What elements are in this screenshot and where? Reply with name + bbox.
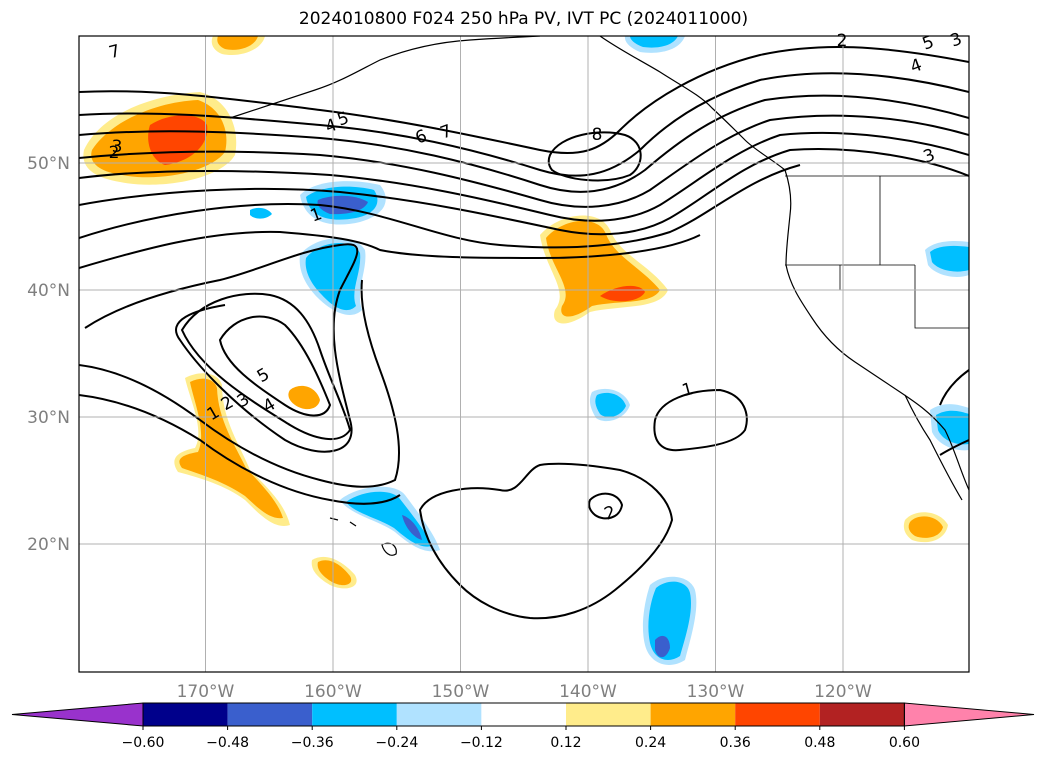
pv-contour bbox=[79, 72, 969, 177]
colorbar-segment bbox=[735, 703, 820, 726]
colorbar-tick-label: −0.48 bbox=[206, 735, 249, 751]
longitude-labels: 170°W 160°W 150°W 140°W 130°W 120°W bbox=[177, 682, 872, 702]
pv-contour bbox=[79, 114, 969, 208]
ivt-pos-region bbox=[317, 560, 352, 586]
pv-contour bbox=[939, 369, 969, 406]
pv-contour-label: 6 bbox=[413, 126, 430, 148]
colorbar-tick-label: 0.24 bbox=[635, 735, 666, 751]
colorbar-tick-label: 0.48 bbox=[804, 735, 835, 751]
colorbar-tick-label: −0.60 bbox=[122, 735, 165, 751]
colorbar-extend-high bbox=[903, 702, 1035, 727]
colorbar-segment bbox=[227, 703, 313, 726]
chart-title: 2024010800 F024 250 hPa PV, IVT PC (2024… bbox=[298, 9, 749, 29]
longitude-tick-label: 140°W bbox=[559, 682, 617, 702]
graticule bbox=[79, 36, 969, 672]
pv-contour-trough bbox=[84, 243, 359, 453]
pv-contour-label: 3 bbox=[948, 29, 965, 51]
pv-contour-label: 2 bbox=[837, 31, 848, 51]
ivt-neg-region bbox=[630, 36, 678, 48]
pv-contour-2 bbox=[588, 492, 624, 520]
ivt-pos-region bbox=[288, 385, 320, 410]
longitude-tick-label: 160°W bbox=[304, 682, 362, 702]
ivt-neg-region bbox=[930, 245, 969, 272]
pv-contour-label: 3 bbox=[112, 137, 123, 157]
ivt-pos-region bbox=[908, 516, 943, 538]
pv-contour-label: 4 bbox=[908, 55, 925, 77]
colorbar-tick-label: −0.12 bbox=[460, 735, 503, 751]
ivt-neg-region bbox=[595, 392, 626, 418]
longitude-tick-label: 170°W bbox=[177, 682, 235, 702]
coastline-alaska bbox=[229, 36, 541, 119]
ivt-neg-region bbox=[250, 207, 272, 219]
ivt-pos-region bbox=[217, 36, 258, 50]
colorbar-segment bbox=[481, 703, 566, 726]
colorbar-tick-label: 0.12 bbox=[550, 735, 581, 751]
pv-contour-label: 7 bbox=[107, 41, 123, 63]
colorbar-segment bbox=[312, 703, 397, 726]
coastline-baja bbox=[904, 394, 963, 501]
longitude-tick-label: 150°W bbox=[432, 682, 490, 702]
pv-contour bbox=[79, 164, 801, 249]
pv-contour-label: 4 bbox=[260, 394, 279, 417]
colorbar-tick-label: 0.60 bbox=[889, 735, 920, 751]
pv-contour bbox=[939, 439, 969, 456]
colorbar-tick-label: 0.36 bbox=[720, 735, 751, 751]
ivt-positive-shading bbox=[83, 36, 948, 589]
latitude-labels: 20°N 30°N 40°N 50°N bbox=[27, 154, 70, 555]
coastline-islands bbox=[329, 517, 397, 556]
pv-contour bbox=[79, 230, 701, 269]
pv-contour bbox=[79, 45, 969, 154]
pv-contour-label: 3 bbox=[921, 145, 938, 167]
pv-contour-8 bbox=[547, 131, 642, 182]
pv-contour-trough bbox=[79, 394, 401, 505]
colorbar-segment bbox=[566, 703, 651, 726]
colorbar-segment bbox=[650, 703, 736, 726]
colorbar-tick-label: −0.24 bbox=[375, 735, 418, 751]
pv-contour-label: 2 bbox=[109, 143, 120, 163]
longitude-tick-label: 130°W bbox=[687, 682, 745, 702]
map-frame bbox=[78, 35, 970, 673]
pv-contour-1 bbox=[653, 388, 748, 452]
pv-contour-trough bbox=[79, 279, 401, 488]
pv-contour-1 bbox=[418, 462, 674, 620]
pv-contour-label: 5 bbox=[254, 364, 273, 387]
pv-contour-label: 3 bbox=[234, 389, 253, 412]
pv-contour-label: 1 bbox=[680, 379, 696, 401]
ivt-neg-region bbox=[936, 410, 969, 445]
pv-contour-label: 8 bbox=[592, 125, 603, 145]
longitude-tick-label: 120°W bbox=[814, 682, 872, 702]
colorbar-segment bbox=[819, 703, 905, 726]
pv-contours bbox=[79, 45, 969, 620]
colorbar-extend-low bbox=[11, 702, 144, 727]
pv-contour-label: 2 bbox=[602, 502, 619, 524]
ivt-negative-shading bbox=[250, 36, 969, 665]
ivt-neg-region bbox=[655, 635, 670, 658]
ivt-neg-region bbox=[402, 515, 422, 540]
colorbar-segment bbox=[143, 703, 228, 726]
colorbar-tick-label: −0.36 bbox=[291, 735, 334, 751]
pv-contour-trough bbox=[218, 315, 332, 417]
colorbar: −0.60 −0.48 −0.36 −0.24 −0.12 0.12 0.24 0.36 0.4… bbox=[11, 702, 1035, 751]
pv-contour bbox=[79, 131, 969, 222]
latitude-tick-label: 30°N bbox=[27, 408, 70, 428]
latitude-tick-label: 40°N bbox=[27, 281, 70, 301]
pv-contour bbox=[79, 94, 969, 193]
map-area bbox=[79, 36, 969, 672]
pv-contour bbox=[79, 148, 969, 236]
latitude-tick-label: 50°N bbox=[27, 154, 70, 174]
state-border bbox=[785, 175, 969, 329]
latitude-tick-label: 20°N bbox=[27, 535, 70, 555]
pv-contour-trough bbox=[180, 292, 352, 441]
colorbar-frame bbox=[142, 702, 905, 727]
colorbar-segment bbox=[396, 703, 482, 726]
ivt-neg-region bbox=[346, 491, 432, 547]
